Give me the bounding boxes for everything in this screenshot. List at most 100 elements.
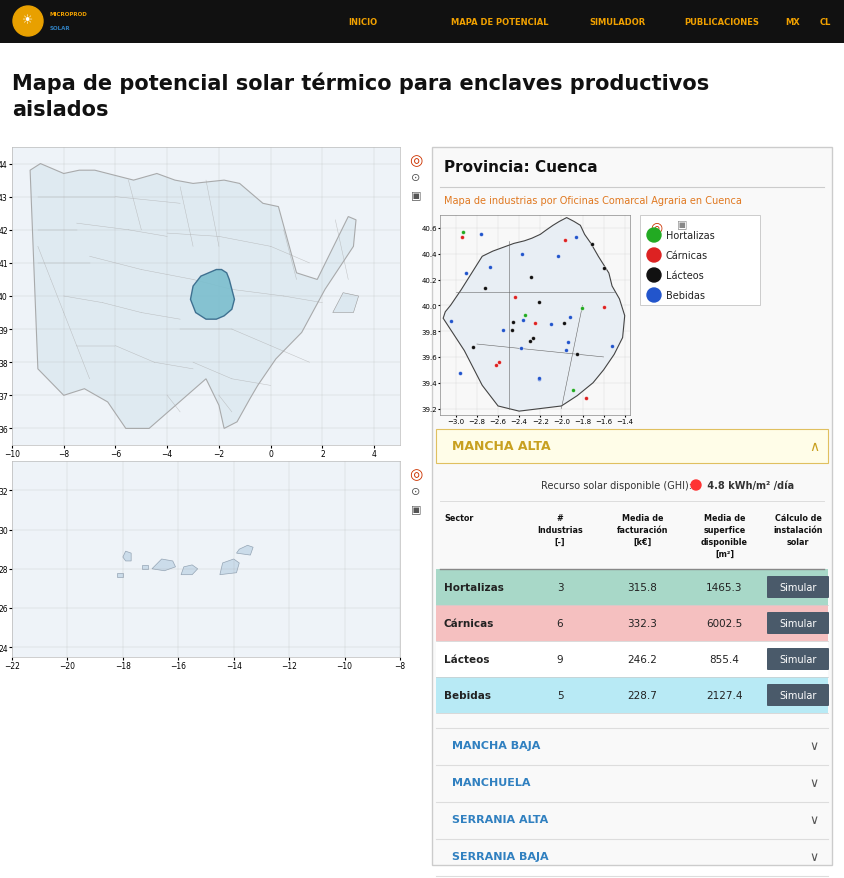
Text: ∨: ∨ xyxy=(809,850,819,863)
FancyBboxPatch shape xyxy=(767,576,829,598)
Text: ∨: ∨ xyxy=(809,776,819,789)
Point xyxy=(586,238,599,252)
Point xyxy=(516,313,529,327)
Text: ◎: ◎ xyxy=(409,153,423,168)
Point xyxy=(457,226,470,240)
Text: ⊙: ⊙ xyxy=(411,173,420,183)
Point xyxy=(527,331,540,345)
Text: MANCHA ALTA: MANCHA ALTA xyxy=(452,440,550,453)
Text: PUBLICACIONES: PUBLICACIONES xyxy=(684,18,760,26)
Point xyxy=(490,358,503,372)
Text: Cárnicas: Cárnicas xyxy=(444,618,495,629)
Bar xyxy=(436,677,828,713)
Text: ◎: ◎ xyxy=(409,466,423,481)
Point xyxy=(484,261,497,275)
Text: Recurso solar disponible (GHI):: Recurso solar disponible (GHI): xyxy=(541,480,692,491)
Polygon shape xyxy=(30,164,356,429)
Text: Hortalizas: Hortalizas xyxy=(444,582,504,593)
Circle shape xyxy=(647,248,661,263)
Bar xyxy=(0,0,844,44)
Point xyxy=(496,323,510,337)
Point xyxy=(479,281,492,295)
Point xyxy=(455,230,468,244)
FancyBboxPatch shape xyxy=(767,612,829,634)
Point xyxy=(508,291,522,306)
Polygon shape xyxy=(219,559,239,575)
Circle shape xyxy=(647,289,661,303)
Circle shape xyxy=(13,7,43,37)
Text: Cárnicas: Cárnicas xyxy=(666,251,708,261)
FancyBboxPatch shape xyxy=(767,648,829,670)
Point xyxy=(544,318,557,332)
Text: Lácteos: Lácteos xyxy=(666,270,704,281)
Bar xyxy=(640,216,760,306)
Text: 332.3: 332.3 xyxy=(628,618,657,629)
Text: Simular: Simular xyxy=(779,582,817,593)
Polygon shape xyxy=(333,293,359,313)
Point xyxy=(528,317,542,331)
Polygon shape xyxy=(181,565,197,575)
Text: ▣: ▣ xyxy=(411,505,421,515)
Text: Hortalizas: Hortalizas xyxy=(666,231,715,241)
Point xyxy=(514,342,528,356)
Text: Bebidas: Bebidas xyxy=(444,690,491,700)
Text: aislados: aislados xyxy=(12,100,109,120)
Point xyxy=(506,324,519,338)
Polygon shape xyxy=(143,565,148,569)
Text: SIMULADOR: SIMULADOR xyxy=(590,18,647,26)
Text: ∨: ∨ xyxy=(809,813,819,826)
Point xyxy=(559,343,572,357)
Point xyxy=(551,249,565,263)
Text: Provincia: Cuenca: Provincia: Cuenca xyxy=(444,160,598,175)
Text: ▣: ▣ xyxy=(677,220,688,230)
Point xyxy=(571,348,584,362)
Point xyxy=(524,270,538,284)
Point xyxy=(444,315,457,329)
Point xyxy=(518,308,532,322)
Text: MX: MX xyxy=(786,18,800,26)
Text: Mapa de industrias por Oficinas Comarcal Agraria en Cuenca: Mapa de industrias por Oficinas Comarcal… xyxy=(444,196,742,205)
Point xyxy=(532,373,545,387)
Point xyxy=(598,300,611,314)
Bar xyxy=(436,569,828,605)
Text: SOLAR: SOLAR xyxy=(50,25,71,31)
Text: ∧: ∧ xyxy=(809,440,819,453)
Text: MICROPROD: MICROPROD xyxy=(50,11,88,17)
Point xyxy=(559,234,572,248)
Text: MANCHUELA: MANCHUELA xyxy=(452,778,531,788)
Point xyxy=(564,311,577,325)
Text: 9: 9 xyxy=(557,654,563,665)
Point xyxy=(452,367,466,381)
Bar xyxy=(436,605,828,641)
Text: 315.8: 315.8 xyxy=(628,582,657,593)
Point xyxy=(533,371,546,385)
Circle shape xyxy=(647,229,661,242)
Point xyxy=(576,302,589,316)
Text: SERRANIA BAJA: SERRANIA BAJA xyxy=(452,852,549,861)
Point xyxy=(566,383,580,397)
Text: 1465.3: 1465.3 xyxy=(706,582,743,593)
Point xyxy=(474,227,488,241)
Point xyxy=(580,392,593,406)
Text: 5: 5 xyxy=(557,690,563,700)
Text: ∨: ∨ xyxy=(809,739,819,752)
Point xyxy=(506,316,520,330)
Bar xyxy=(436,429,828,464)
Text: Media de
superfice
disponible
[m²]: Media de superfice disponible [m²] xyxy=(701,514,748,558)
Text: Mapa de potencial solar térmico para enclaves productivos: Mapa de potencial solar térmico para enc… xyxy=(12,72,709,93)
Point xyxy=(515,248,528,262)
Text: Simular: Simular xyxy=(779,654,817,665)
Text: ☀: ☀ xyxy=(23,14,34,27)
Text: ⊙: ⊙ xyxy=(411,486,420,496)
Circle shape xyxy=(691,480,701,491)
Point xyxy=(561,336,575,350)
Text: Simular: Simular xyxy=(779,618,817,629)
Text: 6: 6 xyxy=(557,618,563,629)
Text: Simular: Simular xyxy=(779,690,817,700)
Point xyxy=(492,356,506,370)
Polygon shape xyxy=(236,545,253,556)
Text: Bebidas: Bebidas xyxy=(666,291,705,300)
Text: MANCHA BAJA: MANCHA BAJA xyxy=(452,741,540,751)
Bar xyxy=(432,148,832,865)
FancyBboxPatch shape xyxy=(767,684,829,706)
